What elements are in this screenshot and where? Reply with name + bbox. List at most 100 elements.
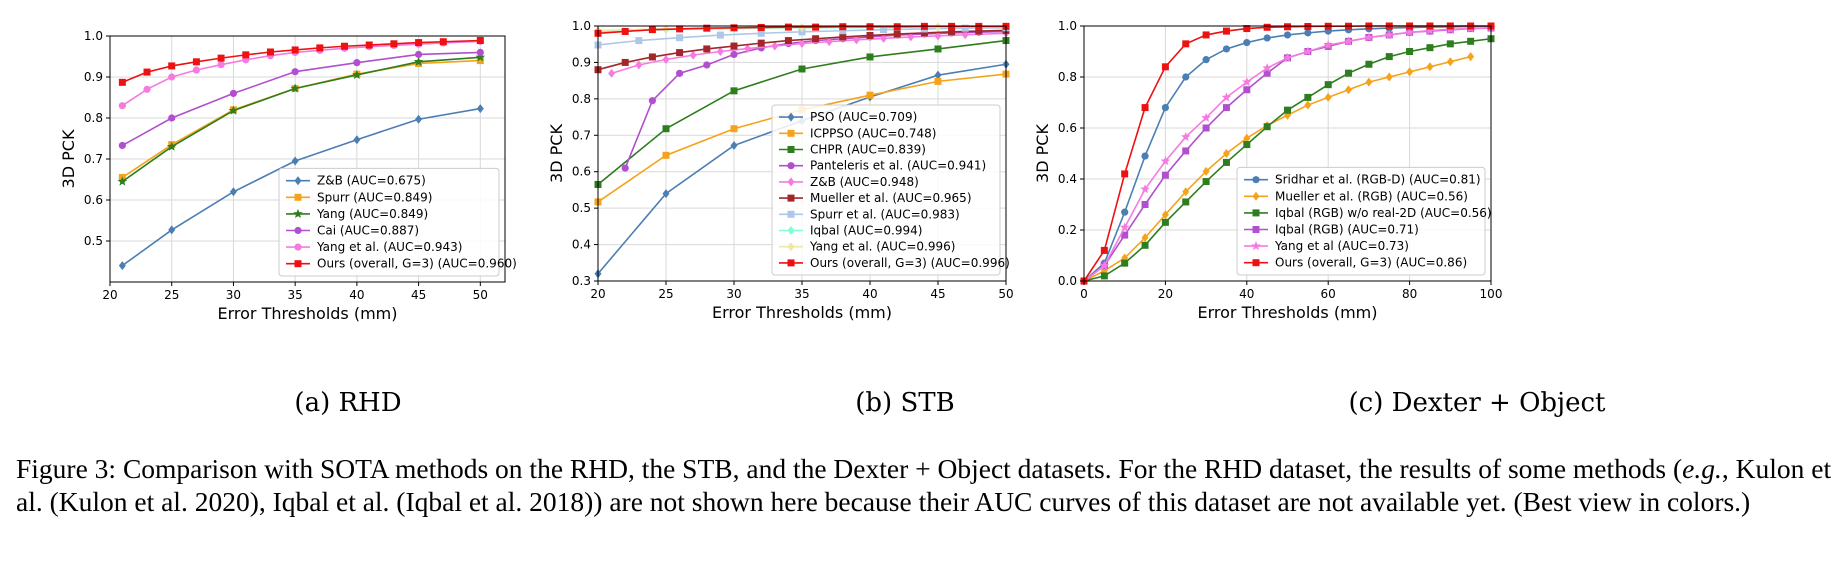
data-point	[1385, 53, 1393, 61]
data-point	[880, 33, 888, 43]
data-point	[415, 39, 423, 47]
legend-label: Cai (AUC=0.887)	[317, 224, 419, 238]
data-point	[1446, 57, 1454, 67]
series-0	[118, 104, 484, 271]
data-point	[168, 62, 176, 70]
data-point	[1221, 92, 1232, 102]
legend-item: Z&B (AUC=0.675)	[286, 174, 426, 188]
data-point	[716, 31, 724, 39]
data-point	[1100, 272, 1108, 280]
data-point	[143, 68, 151, 76]
data-point	[771, 41, 779, 51]
legend-item: PSO (AUC=0.709)	[779, 110, 917, 124]
data-point	[1364, 32, 1374, 42]
legend-item: Ours (overall, G=3) (AUC=0.960)	[286, 257, 517, 271]
data-point	[1121, 231, 1129, 239]
data-point	[1222, 45, 1231, 53]
legend-marker	[787, 146, 795, 153]
data-point	[757, 23, 765, 31]
legend-label: Yang (AUC=0.849)	[316, 207, 428, 221]
plot-area	[117, 37, 486, 271]
data-point	[1222, 104, 1230, 112]
data-point	[1100, 246, 1108, 254]
data-point	[1304, 29, 1312, 37]
x-tick-label: 20	[590, 287, 605, 301]
data-point	[703, 61, 711, 69]
data-point	[893, 23, 901, 31]
data-point	[635, 37, 643, 45]
data-point	[341, 42, 349, 50]
x-tick-label: 25	[164, 288, 179, 302]
x-tick-label: 30	[726, 287, 741, 301]
subcaption-b: (b) STB	[855, 388, 955, 418]
chart-stb: 20 25 30 35 40 45 50 0.3 0.4 0.5 0.6 0.7 0.8 0.9 1.0 Er…	[547, 19, 1014, 322]
data-point	[866, 91, 874, 99]
data-point	[648, 26, 656, 34]
data-point	[1243, 25, 1251, 33]
legend-item: Yang et al (AUC=0.73)	[1244, 239, 1409, 253]
data-point	[1365, 77, 1373, 87]
data-point	[689, 50, 697, 60]
legend-marker	[1252, 259, 1260, 267]
data-point	[730, 50, 738, 59]
legend-item: Cai (AUC=0.887)	[286, 224, 419, 238]
data-point	[934, 77, 942, 85]
data-point	[621, 164, 629, 172]
data-point	[839, 33, 847, 41]
data-point	[229, 89, 238, 97]
x-tick-label: 50	[998, 287, 1013, 301]
y-tick-label: 0.4	[1058, 172, 1077, 186]
data-point	[1323, 40, 1333, 50]
data-point	[1446, 40, 1454, 48]
y-tick-label: 0.5	[572, 201, 591, 215]
data-point	[703, 45, 711, 53]
figure-panels: 20 25 30 35 40 45 50 0.5 0.6 0.7 0.8 0.9 1.0 Error Th…	[59, 19, 1502, 323]
legend-item: Spurr (AUC=0.849)	[286, 190, 432, 204]
legend-marker	[1251, 241, 1261, 251]
data-point	[352, 69, 362, 79]
data-point	[414, 50, 423, 59]
legend-label: Yang et al. (AUC=0.943)	[316, 240, 462, 254]
data-point	[1283, 31, 1292, 39]
data-point	[1202, 124, 1210, 132]
data-point	[812, 35, 820, 43]
legend-item: Iqbal (AUC=0.994)	[779, 224, 922, 238]
legend-label: Z&B (AUC=0.675)	[317, 174, 426, 188]
legend-box	[1236, 166, 1486, 276]
subcaption-c: (c) Dexter + Object	[1348, 388, 1606, 418]
data-point	[839, 27, 847, 35]
data-point	[1161, 171, 1169, 179]
data-point	[1141, 152, 1149, 160]
data-point	[1263, 23, 1271, 31]
data-point	[1121, 170, 1129, 178]
series-2	[1080, 35, 1495, 285]
data-point	[1180, 131, 1191, 141]
x-tick-label: 20	[102, 288, 117, 302]
data-point	[880, 26, 888, 34]
data-point	[476, 104, 484, 114]
x-tick-label: 80	[1402, 287, 1417, 301]
legend-item: Ours (overall, G=3) (AUC=0.86)	[1244, 256, 1467, 270]
legend-marker	[787, 162, 795, 170]
y-axis-label: 3D PCK	[1033, 124, 1052, 183]
legend-item: Mueller et al. (AUC=0.965)	[779, 191, 972, 205]
data-point	[1303, 46, 1313, 56]
chart-dexter-object: 0 20 40 60 80 100 0.0 0.2 0.4 0.6 0.8 1.0 Error Thre…	[1033, 19, 1502, 322]
y-tick-label: 1.0	[1058, 19, 1077, 33]
data-point	[1099, 260, 1110, 270]
data-point	[1222, 158, 1230, 166]
x-axis-label: Error Thresholds (mm)	[712, 303, 892, 322]
data-point	[784, 23, 792, 31]
y-tick-label: 0.8	[1058, 70, 1077, 84]
data-point	[975, 27, 983, 35]
y-tick-label: 0.6	[1058, 121, 1077, 135]
data-point	[168, 73, 176, 81]
data-point	[621, 58, 629, 66]
legend: Sridhar et al. (RGB-D) (AUC=0.81) Mueller…	[1236, 166, 1492, 276]
data-point	[439, 38, 447, 46]
data-point	[1324, 92, 1332, 102]
data-point	[662, 55, 670, 65]
legend-label: Yang et al (AUC=0.73)	[1274, 239, 1409, 253]
y-tick-label: 0.7	[572, 128, 591, 142]
data-point	[784, 37, 792, 45]
